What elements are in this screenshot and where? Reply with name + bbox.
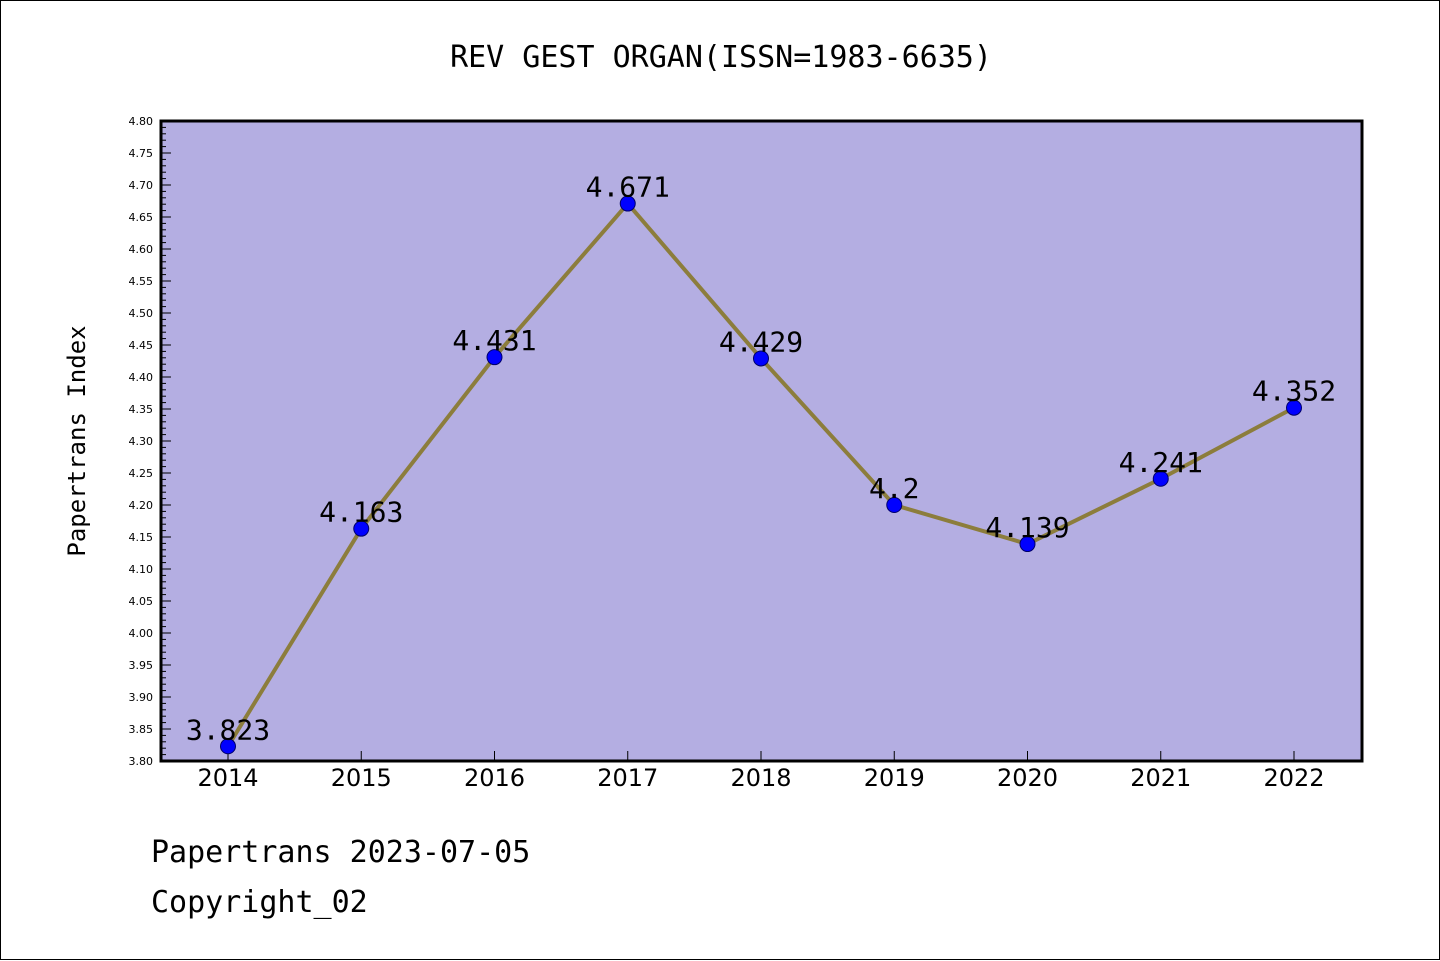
y-tick-label: 4.00 — [129, 627, 154, 640]
x-tick-label: 2020 — [997, 764, 1058, 792]
data-label: 3.823 — [186, 713, 270, 746]
chart-title: REV GEST ORGAN(ISSN=1983-6635) — [450, 40, 992, 75]
data-point — [486, 349, 503, 366]
data-point — [1152, 470, 1169, 487]
plot-border — [159, 119, 1364, 763]
data-label: 4.163 — [319, 496, 403, 529]
data-point — [753, 350, 769, 367]
plot-area — [161, 121, 1362, 761]
data-label: 4.139 — [985, 511, 1069, 544]
y-tick-label: 4.40 — [129, 371, 154, 384]
data-point — [1286, 399, 1302, 416]
y-tick-label: 4.15 — [129, 531, 154, 544]
y-tick-label: 4.60 — [129, 243, 154, 256]
data-label: 4.241 — [1119, 446, 1203, 479]
y-tick-label: 4.25 — [129, 467, 154, 480]
y-tick-label: 4.20 — [129, 499, 154, 512]
footer-copyright-text: Copyright_02 — [151, 885, 368, 920]
data-point — [1019, 536, 1036, 553]
y-tick-label: 4.30 — [129, 435, 154, 448]
y-tick-label: 4.80 — [129, 115, 154, 128]
x-tick-label: 2019 — [864, 764, 925, 792]
y-tick-label: 4.75 — [129, 147, 154, 160]
y-tick-label: 4.65 — [129, 211, 154, 224]
x-tick-label: 2022 — [1263, 764, 1324, 792]
y-tick-label: 4.55 — [129, 275, 154, 288]
y-tick-label: 4.05 — [129, 595, 154, 608]
data-label: 4.431 — [452, 324, 536, 357]
x-tick-label: 2017 — [597, 764, 658, 792]
y-tick-label: 4.45 — [129, 339, 154, 352]
data-point — [886, 497, 903, 513]
y-tick-label: 3.90 — [129, 691, 154, 704]
y-tick-label: 4.70 — [129, 179, 154, 192]
data-point — [220, 738, 236, 755]
data-label: 4.352 — [1252, 375, 1336, 408]
x-tick-label: 2018 — [730, 764, 791, 792]
y-tick-label: 4.35 — [129, 403, 154, 416]
y-tick-label: 3.80 — [129, 755, 154, 768]
footer-date-text: Papertrans 2023-07-05 — [151, 835, 531, 870]
y-tick-label: 3.95 — [129, 659, 154, 672]
x-tick-label: 2021 — [1130, 764, 1191, 792]
data-point — [353, 520, 370, 537]
y-axis-label: Papertrans Index — [63, 325, 91, 556]
data-point — [619, 195, 636, 212]
x-tick-label: 2016 — [464, 764, 525, 792]
x-tick-label: 2015 — [331, 764, 392, 792]
data-label: 4.671 — [586, 171, 670, 204]
y-tick-label: 4.50 — [129, 307, 154, 320]
y-tick-label: 4.10 — [129, 563, 154, 576]
y-tick-label: 3.85 — [129, 723, 154, 736]
data-label: 4.2 — [869, 472, 920, 505]
x-tick-label: 2014 — [197, 764, 258, 792]
data-label: 4.429 — [719, 325, 803, 358]
